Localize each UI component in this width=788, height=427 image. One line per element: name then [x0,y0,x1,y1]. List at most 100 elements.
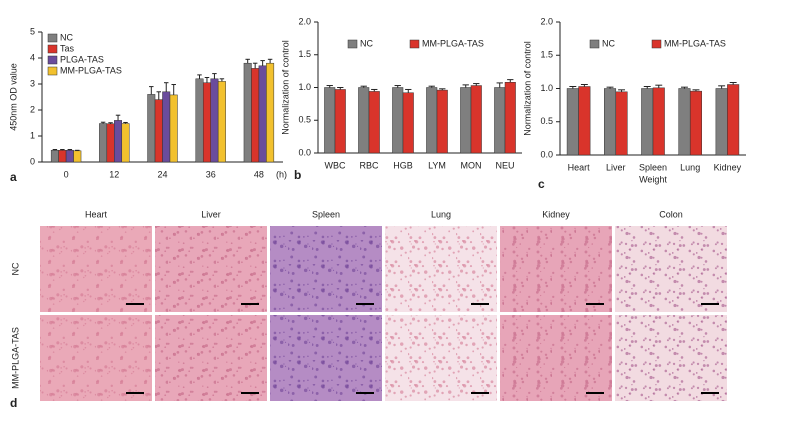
y-tick-label: 1.0 [298,82,311,92]
y-tick-label: 0.5 [298,115,311,125]
y-axis-label: Normalization of control [522,41,532,136]
column-label: Heart [85,209,108,219]
bar [65,150,74,163]
error-bar [204,77,210,83]
y-tick-label: 0.5 [540,116,553,126]
y-tick-label: 4 [30,52,35,62]
bar [114,120,123,163]
error-bar [171,84,176,95]
error-bar [67,149,73,151]
bar [578,86,591,156]
error-bar [156,91,162,100]
y-tick-label: 5 [30,26,35,36]
x-axis-label: (h) [276,169,287,179]
column-label: Colon [659,209,683,219]
panel-letter: c [538,177,545,191]
legend-label: NC [360,38,373,48]
bar [251,68,260,163]
legend-label: MM-PLGA-TAS [422,38,484,48]
error-bar [149,86,154,95]
x-tick-label: Lung [680,162,700,172]
column-label: Spleen [312,209,340,219]
error-bar [428,85,435,88]
histology-image [615,315,727,401]
x-tick-label: 12 [109,169,119,179]
bar [73,150,82,163]
legend-label: MM-PLGA-TAS [60,65,122,75]
x-tick-label: Kidney [714,162,742,172]
error-bar [245,58,250,64]
error-bar [108,122,113,124]
error-bar [580,84,588,87]
legend-swatch [47,33,58,43]
legend-swatch [651,39,662,49]
bar [392,87,404,154]
bar [566,88,579,156]
y-tick-label: 2.0 [298,16,311,26]
y-tick-label: 0 [30,156,35,166]
error-bar [60,149,65,151]
error-bar [260,60,265,66]
y-axis-label: Normalization of control [280,40,290,135]
legend-label: MM-PLGA-TAS [664,38,726,48]
bar [460,87,472,154]
y-axis-label: 450nm OD value [8,63,18,131]
histology-image [40,315,152,401]
error-bar [439,88,446,91]
bar [368,91,380,154]
bar [217,81,226,163]
error-bar [618,89,626,92]
bar [715,88,728,156]
error-bar [462,84,469,88]
error-bar [326,85,333,88]
error-bar [507,79,514,83]
legend-swatch [409,39,420,49]
error-bar [394,85,401,88]
histology-image [155,226,267,312]
error-bar [115,114,121,121]
error-bar [163,82,169,92]
x-tick-label: Liver [606,162,626,172]
x-axis-label: Weight [639,174,667,184]
histology-image [615,226,727,312]
bar [210,78,219,163]
bar [162,91,171,163]
error-bar [569,86,577,89]
legend-swatch [47,55,58,65]
y-tick-label: 0.0 [540,149,553,159]
x-tick-label: WBC [325,160,346,170]
error-bar [75,149,80,151]
error-bar [371,88,378,92]
legend-swatch [47,66,58,76]
bar [243,62,252,163]
error-bar [718,85,726,89]
error-bar [729,82,737,85]
bar [678,88,691,156]
y-tick-label: 1 [30,130,35,140]
error-bar [267,58,273,64]
histology-image [500,315,612,401]
histology-image [385,226,497,312]
bar [266,62,275,163]
bar [58,150,67,163]
panel-letter: d [10,396,17,410]
bar [106,123,115,163]
bar [195,78,204,163]
error-bar [123,121,128,124]
error-bar [360,85,367,88]
column-label: Lung [431,209,451,219]
bar [652,87,665,156]
error-bar [692,89,700,92]
x-tick-label: 24 [157,169,167,179]
histology-image [155,315,267,401]
histology-image [385,315,497,401]
bar [689,90,702,156]
y-tick-label: 2.0 [540,16,553,26]
bar [147,94,156,163]
error-bar [680,86,688,89]
bar [615,91,628,156]
x-tick-label: 48 [254,169,264,179]
error-bar [405,88,412,93]
row-label: NC [10,262,20,275]
legend-label: Tas [60,43,75,53]
